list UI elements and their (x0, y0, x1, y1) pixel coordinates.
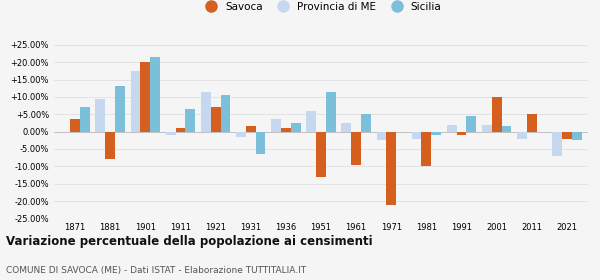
Bar (150, 57, 160, 132)
Bar (256, 132, 265, 154)
Bar (140, 62, 150, 132)
Bar (502, 126, 511, 132)
Bar (492, 97, 502, 132)
Bar (271, 120, 281, 132)
Bar (431, 132, 441, 135)
Bar (412, 132, 421, 139)
Bar (115, 87, 125, 132)
Bar (341, 123, 351, 132)
Bar (70, 120, 80, 132)
Bar (105, 132, 115, 159)
Text: Variazione percentuale della popolazione ai censimenti: Variazione percentuale della popolazione… (6, 235, 373, 248)
Bar (457, 132, 466, 135)
Bar (185, 109, 195, 132)
Bar (527, 114, 537, 132)
Bar (386, 132, 396, 204)
Bar (166, 132, 176, 135)
Bar (466, 116, 476, 132)
Bar (80, 107, 90, 132)
Bar (552, 132, 562, 156)
Bar (482, 125, 492, 132)
Bar (306, 111, 316, 132)
Text: COMUNE DI SAVOCA (ME) - Dati ISTAT - Elaborazione TUTTITALIA.IT: COMUNE DI SAVOCA (ME) - Dati ISTAT - Ela… (6, 266, 306, 275)
Bar (562, 132, 572, 139)
Bar (377, 132, 386, 140)
Bar (221, 95, 230, 132)
Bar (517, 132, 527, 139)
Bar (236, 132, 246, 137)
Bar (326, 92, 336, 132)
Bar (246, 126, 256, 132)
Bar (316, 132, 326, 177)
Bar (361, 114, 371, 132)
Bar (281, 128, 291, 132)
Bar (201, 92, 211, 132)
Bar (176, 128, 185, 132)
Bar (95, 99, 105, 132)
Bar (291, 123, 301, 132)
Bar (351, 132, 361, 165)
Bar (447, 125, 457, 132)
Bar (572, 132, 581, 140)
Bar (131, 71, 140, 132)
Bar (211, 107, 221, 132)
Bar (421, 132, 431, 166)
Legend: Savoca, Provincia di ME, Sicilia: Savoca, Provincia di ME, Sicilia (197, 0, 445, 16)
